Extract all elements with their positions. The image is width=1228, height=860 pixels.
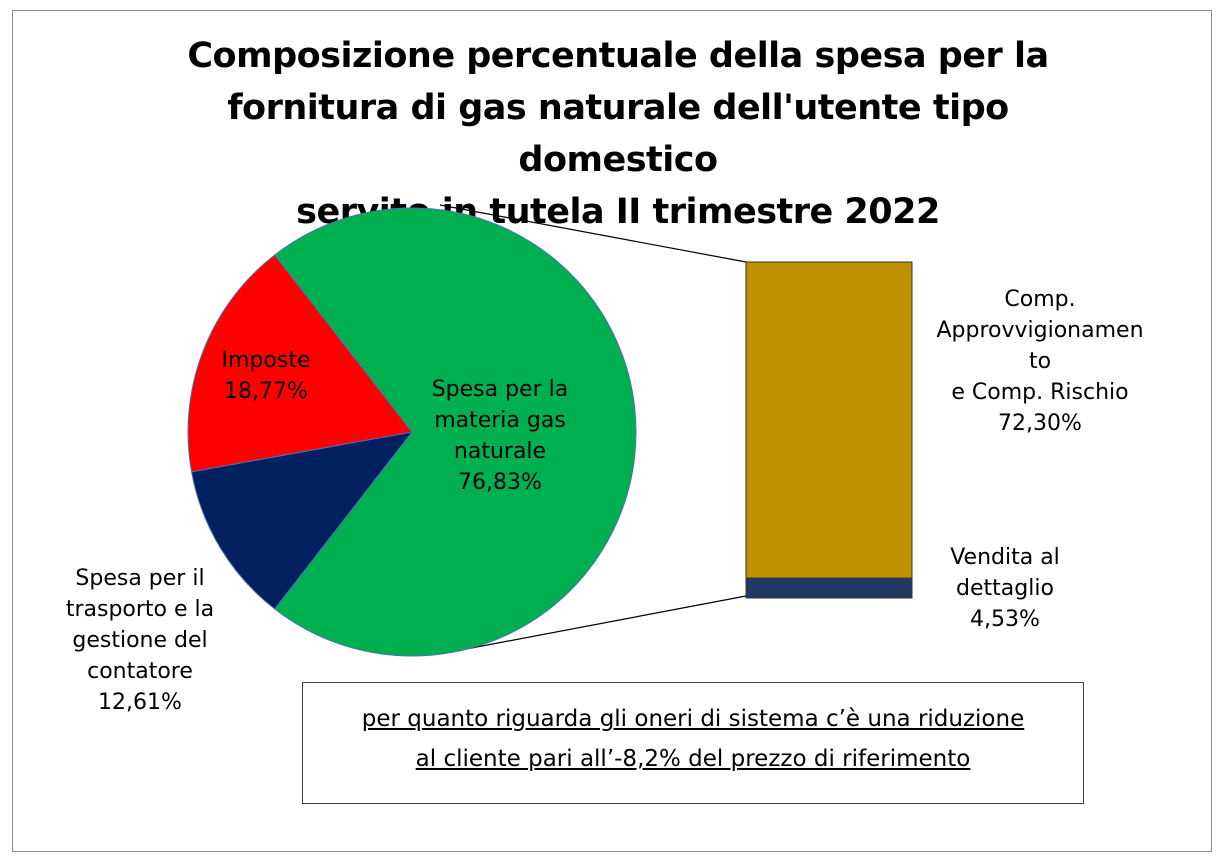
connector-line-top — [439, 204, 747, 263]
pie-slice-materia-gas — [273, 207, 637, 657]
bar-label-vendita: Vendita al dettaglio 4,53% — [950, 545, 1060, 632]
slice-label-imposte: Imposte 18,77% — [221, 348, 311, 404]
title-line-2: fornitura di gas naturale dell'utente ti… — [227, 88, 1009, 180]
slice-label-trasporto: Spesa per il trasporto e la gestione del… — [65, 566, 215, 715]
pie-group — [187, 207, 637, 657]
slice-label-materia-gas: Spesa per la materia gas naturale 76,83% — [431, 377, 569, 495]
stacked-bar-group — [745, 261, 913, 599]
note-line-2: al cliente pari all’-8,2% del prezzo di … — [415, 746, 971, 772]
bar-label-approvvigionamento: Comp. Approvvigionamen to e Comp. Rischi… — [936, 287, 1144, 436]
chart-frame — [12, 10, 1212, 852]
pie-slice-trasporto — [190, 431, 414, 610]
pie-slice-imposte — [187, 254, 413, 473]
note-box: per quanto riguarda gli oneri di sistema… — [302, 682, 1084, 804]
bar-segment-vendita — [745, 577, 913, 599]
note-line-1: per quanto riguarda gli oneri di sistema… — [361, 706, 1025, 732]
title-line-1: Composizione percentuale della spesa per… — [187, 36, 1049, 76]
bar-segment-approvvigionamento — [745, 261, 913, 579]
connector-line-bottom — [439, 595, 747, 655]
